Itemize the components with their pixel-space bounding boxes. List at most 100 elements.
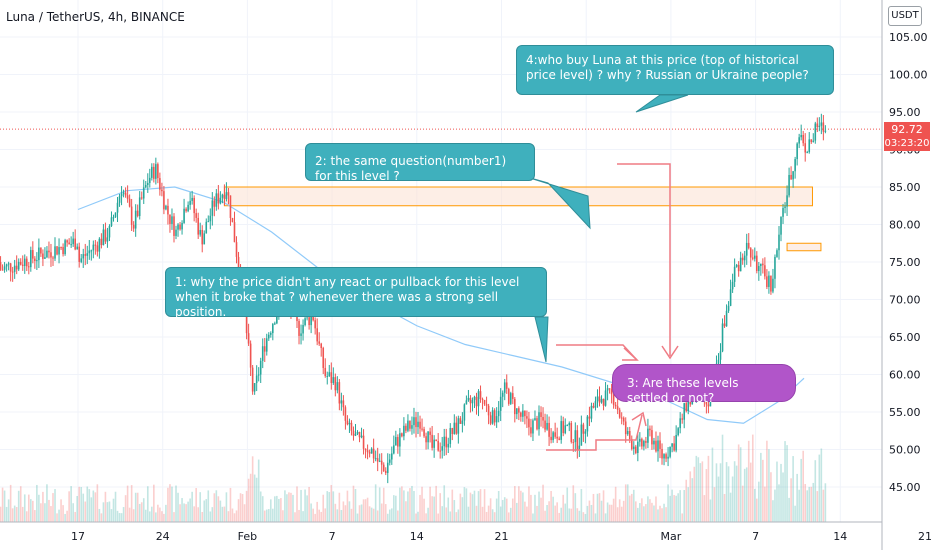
- candle-body: [175, 229, 177, 236]
- candle-body: [570, 423, 573, 442]
- volume-bar: [247, 478, 250, 522]
- candle-body: [263, 346, 266, 352]
- volume-bar: [663, 503, 665, 522]
- candle-body: [588, 416, 591, 419]
- volume-bar: [223, 506, 226, 522]
- price-zone: [223, 186, 813, 207]
- volume-bar: [395, 495, 397, 522]
- volume-bar: [743, 468, 746, 522]
- volume-bar: [269, 499, 272, 522]
- candle-body: [788, 174, 790, 196]
- volume-bar: [217, 496, 220, 522]
- volume-bar: [187, 501, 189, 522]
- volume-bar: [205, 499, 208, 522]
- volume-bar: [745, 467, 748, 522]
- volume-bar: [449, 511, 452, 522]
- volume-bar: [429, 486, 431, 522]
- candle-body: [637, 441, 639, 453]
- volume-bar: [386, 513, 389, 522]
- candle-body: [574, 430, 577, 443]
- volume-bar: [130, 485, 133, 522]
- volume-bar: [764, 486, 766, 522]
- candle-body: [514, 398, 516, 415]
- volume-bar: [86, 486, 89, 522]
- volume-bar: [774, 489, 776, 522]
- candle-body: [477, 391, 480, 407]
- volume-bar: [27, 494, 30, 522]
- volume-bar: [536, 505, 538, 522]
- volume-bar: [306, 495, 308, 522]
- volume-bar: [641, 498, 643, 522]
- candle-body: [203, 233, 206, 245]
- volume-bar: [514, 486, 516, 522]
- candle-body: [62, 247, 64, 255]
- candle-body: [274, 323, 276, 325]
- candle-body: [386, 462, 389, 473]
- candle-body: [417, 421, 419, 428]
- candle-body: [794, 159, 796, 172]
- candle-body: [641, 438, 643, 447]
- volume-bar: [499, 506, 502, 522]
- volume-bar: [100, 513, 103, 522]
- volume-bar: [161, 511, 163, 522]
- volume-bar: [602, 490, 605, 522]
- candle-body: [338, 382, 341, 404]
- volume-bar: [280, 498, 282, 522]
- candle-body: [96, 245, 99, 252]
- countdown-label: 03:23:20: [884, 137, 930, 151]
- candle-body: [276, 315, 278, 324]
- volume-bar: [810, 486, 813, 522]
- candle-body: [40, 247, 42, 254]
- volume-bar: [219, 500, 222, 522]
- arrow-to-note-3: [546, 414, 643, 451]
- candle-body: [622, 417, 625, 422]
- candle-body: [409, 420, 411, 429]
- volume-bar: [239, 493, 242, 522]
- volume-bar: [278, 498, 280, 522]
- volume-bar: [624, 484, 627, 522]
- candle-body: [100, 238, 103, 246]
- volume-bar: [643, 506, 645, 522]
- candle-body: [774, 256, 776, 279]
- candle-body: [183, 208, 185, 223]
- volume-bar: [62, 505, 64, 522]
- candle-body: [142, 187, 145, 199]
- candle-body: [516, 408, 518, 415]
- candle-body: [437, 440, 439, 451]
- candle-body: [34, 258, 36, 261]
- volume-bar: [439, 493, 441, 522]
- volume-bar: [64, 513, 66, 522]
- candle-body: [44, 257, 46, 259]
- candle-body: [407, 420, 409, 431]
- x-tick-label: Mar: [661, 530, 682, 543]
- callout-note-4: 4:who buy Luna at this price (top of his…: [516, 45, 834, 95]
- volume-bar: [699, 463, 702, 522]
- candle-body: [169, 214, 171, 224]
- volume-bar: [245, 490, 248, 522]
- currency-button[interactable]: USDT: [888, 6, 922, 26]
- candle-body: [393, 445, 395, 454]
- volume-bar: [261, 496, 264, 522]
- volume-bar: [110, 509, 113, 522]
- candle-body: [354, 433, 357, 436]
- volume-bar: [582, 512, 585, 522]
- arrow-to-note-3: [617, 163, 671, 356]
- volume-bar: [616, 507, 619, 522]
- volume-bar: [159, 507, 161, 522]
- volume-bar: [411, 485, 413, 522]
- candle-body: [173, 216, 175, 236]
- volume-bar: [590, 504, 593, 522]
- volume-bar: [790, 478, 792, 522]
- volume-bar: [116, 510, 119, 522]
- candle-body: [655, 440, 657, 452]
- volume-bar: [378, 487, 381, 522]
- candle-body: [562, 421, 565, 434]
- candle-body: [552, 432, 554, 441]
- candle-body: [403, 425, 405, 437]
- candle-body: [749, 248, 752, 258]
- volume-bar: [667, 484, 669, 522]
- candle-body: [344, 407, 347, 421]
- volume-bar: [407, 491, 409, 522]
- candle-body: [253, 383, 256, 392]
